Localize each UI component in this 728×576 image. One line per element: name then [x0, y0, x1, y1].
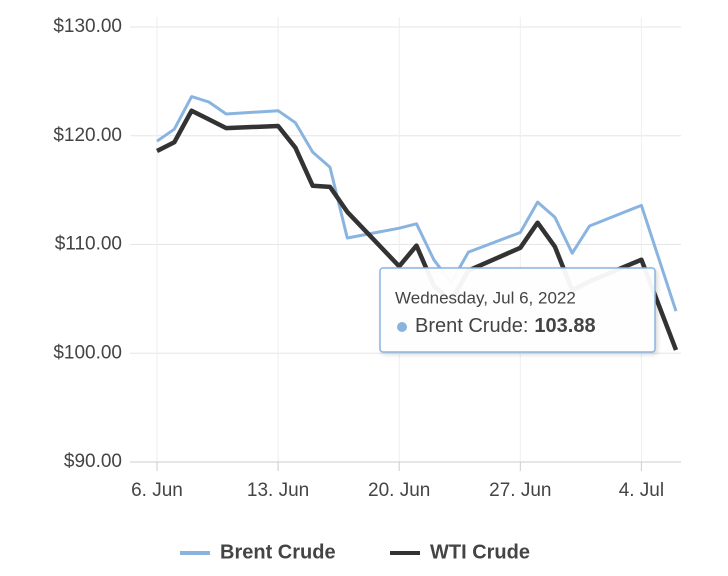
tooltip-text: Brent Crude: 103.88 [415, 315, 596, 337]
x-tick-label: 13. Jun [247, 480, 309, 501]
tooltip-box [379, 267, 656, 353]
tooltip-title: Wednesday, Jul 6, 2022 [395, 288, 576, 307]
tooltip-label: Brent Crude: [415, 315, 528, 337]
x-tick-label: 27. Jun [489, 480, 551, 501]
x-tick-label: 20. Jun [368, 480, 430, 501]
legend-item: Brent Crude [180, 541, 336, 563]
tooltip-dot [397, 322, 407, 332]
y-tick-label: $90.00 [64, 451, 122, 472]
tooltip: Wednesday, Jul 6, 2022 Brent Crude: 103.88 [379, 267, 656, 353]
y-tick-label: $110.00 [55, 234, 122, 255]
tooltip-value: 103.88 [534, 315, 595, 337]
y-tick-label: $120.00 [53, 125, 122, 146]
legend-label: Brent Crude [220, 541, 336, 563]
x-tick-label: 4. Jul [619, 480, 664, 501]
x-tick-label: 6. Jun [131, 480, 183, 501]
y-tick-label: $100.00 [53, 342, 122, 363]
legend-item: WTI Crude [390, 541, 530, 563]
y-tick-label: $130.00 [53, 16, 122, 37]
legend-label: WTI Crude [430, 541, 530, 563]
series-line [156, 95, 678, 312]
